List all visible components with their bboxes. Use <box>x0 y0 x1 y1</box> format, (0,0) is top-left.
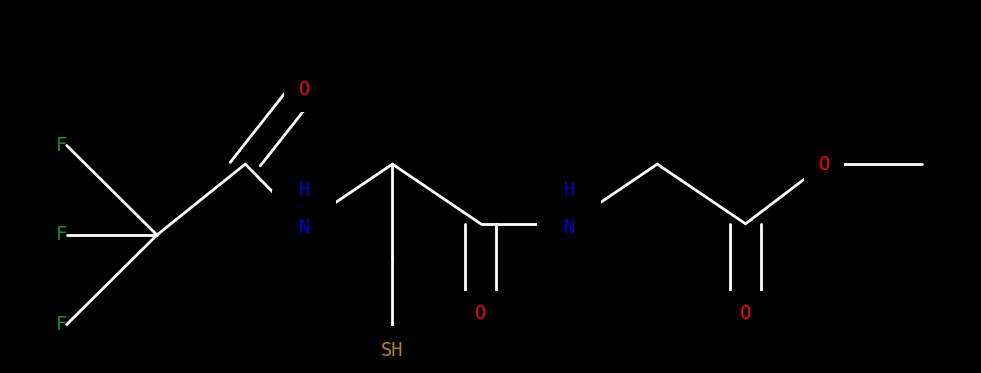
Bar <box>804 142 844 186</box>
Bar <box>461 291 500 336</box>
Bar <box>284 67 324 112</box>
Text: F: F <box>56 315 68 334</box>
Text: O: O <box>818 155 830 173</box>
Text: H: H <box>298 181 310 200</box>
Bar <box>726 291 765 336</box>
Bar <box>358 326 427 373</box>
Text: N: N <box>563 218 575 237</box>
Text: O: O <box>298 80 310 99</box>
Bar <box>272 190 336 257</box>
Text: F: F <box>56 226 68 244</box>
Text: SH: SH <box>382 341 403 360</box>
Bar <box>538 190 601 257</box>
Text: F: F <box>56 136 68 155</box>
Text: O: O <box>740 304 751 323</box>
Text: H: H <box>563 181 575 200</box>
Text: O: O <box>475 304 487 323</box>
Text: N: N <box>298 218 310 237</box>
